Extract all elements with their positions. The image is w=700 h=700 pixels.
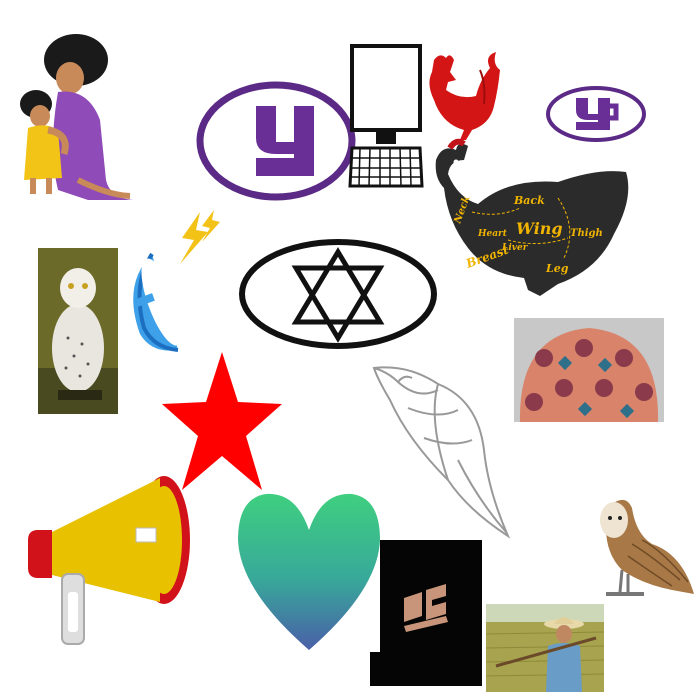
snowy-owl-photo [38,248,118,414]
cut-label-back: Back [513,194,545,207]
patterned-cap-photo [514,318,664,422]
small-purple-emblem [544,84,648,144]
cut-label-liver: Liver [501,243,529,253]
dark-logo-square [370,540,482,686]
red-star-shape [162,352,282,492]
green-blue-heart-shape [236,490,382,654]
cut-label-thigh: Thigh [570,228,603,239]
megaphone-icon [24,474,196,656]
satellite-dish-icon [122,204,228,356]
purple-y-emblem [196,80,356,202]
computer-monitor-keyboard-icon [348,44,424,190]
cut-label-heart: Heart [477,229,508,239]
barn-owl-illustration [592,494,696,608]
farmer-in-field-photo [486,604,604,692]
cut-label-wing: Wing [516,219,563,238]
mother-hugging-child-illustration [18,30,138,208]
chicken-meat-cuts-diagram: Neck Back Wing Heart Liver Thigh Breast … [428,138,634,298]
red-rooster-silhouette [420,50,502,142]
cut-label-leg: Leg [545,262,569,275]
star-of-david-emblem [238,238,438,350]
conch-shell-outline [368,360,518,542]
